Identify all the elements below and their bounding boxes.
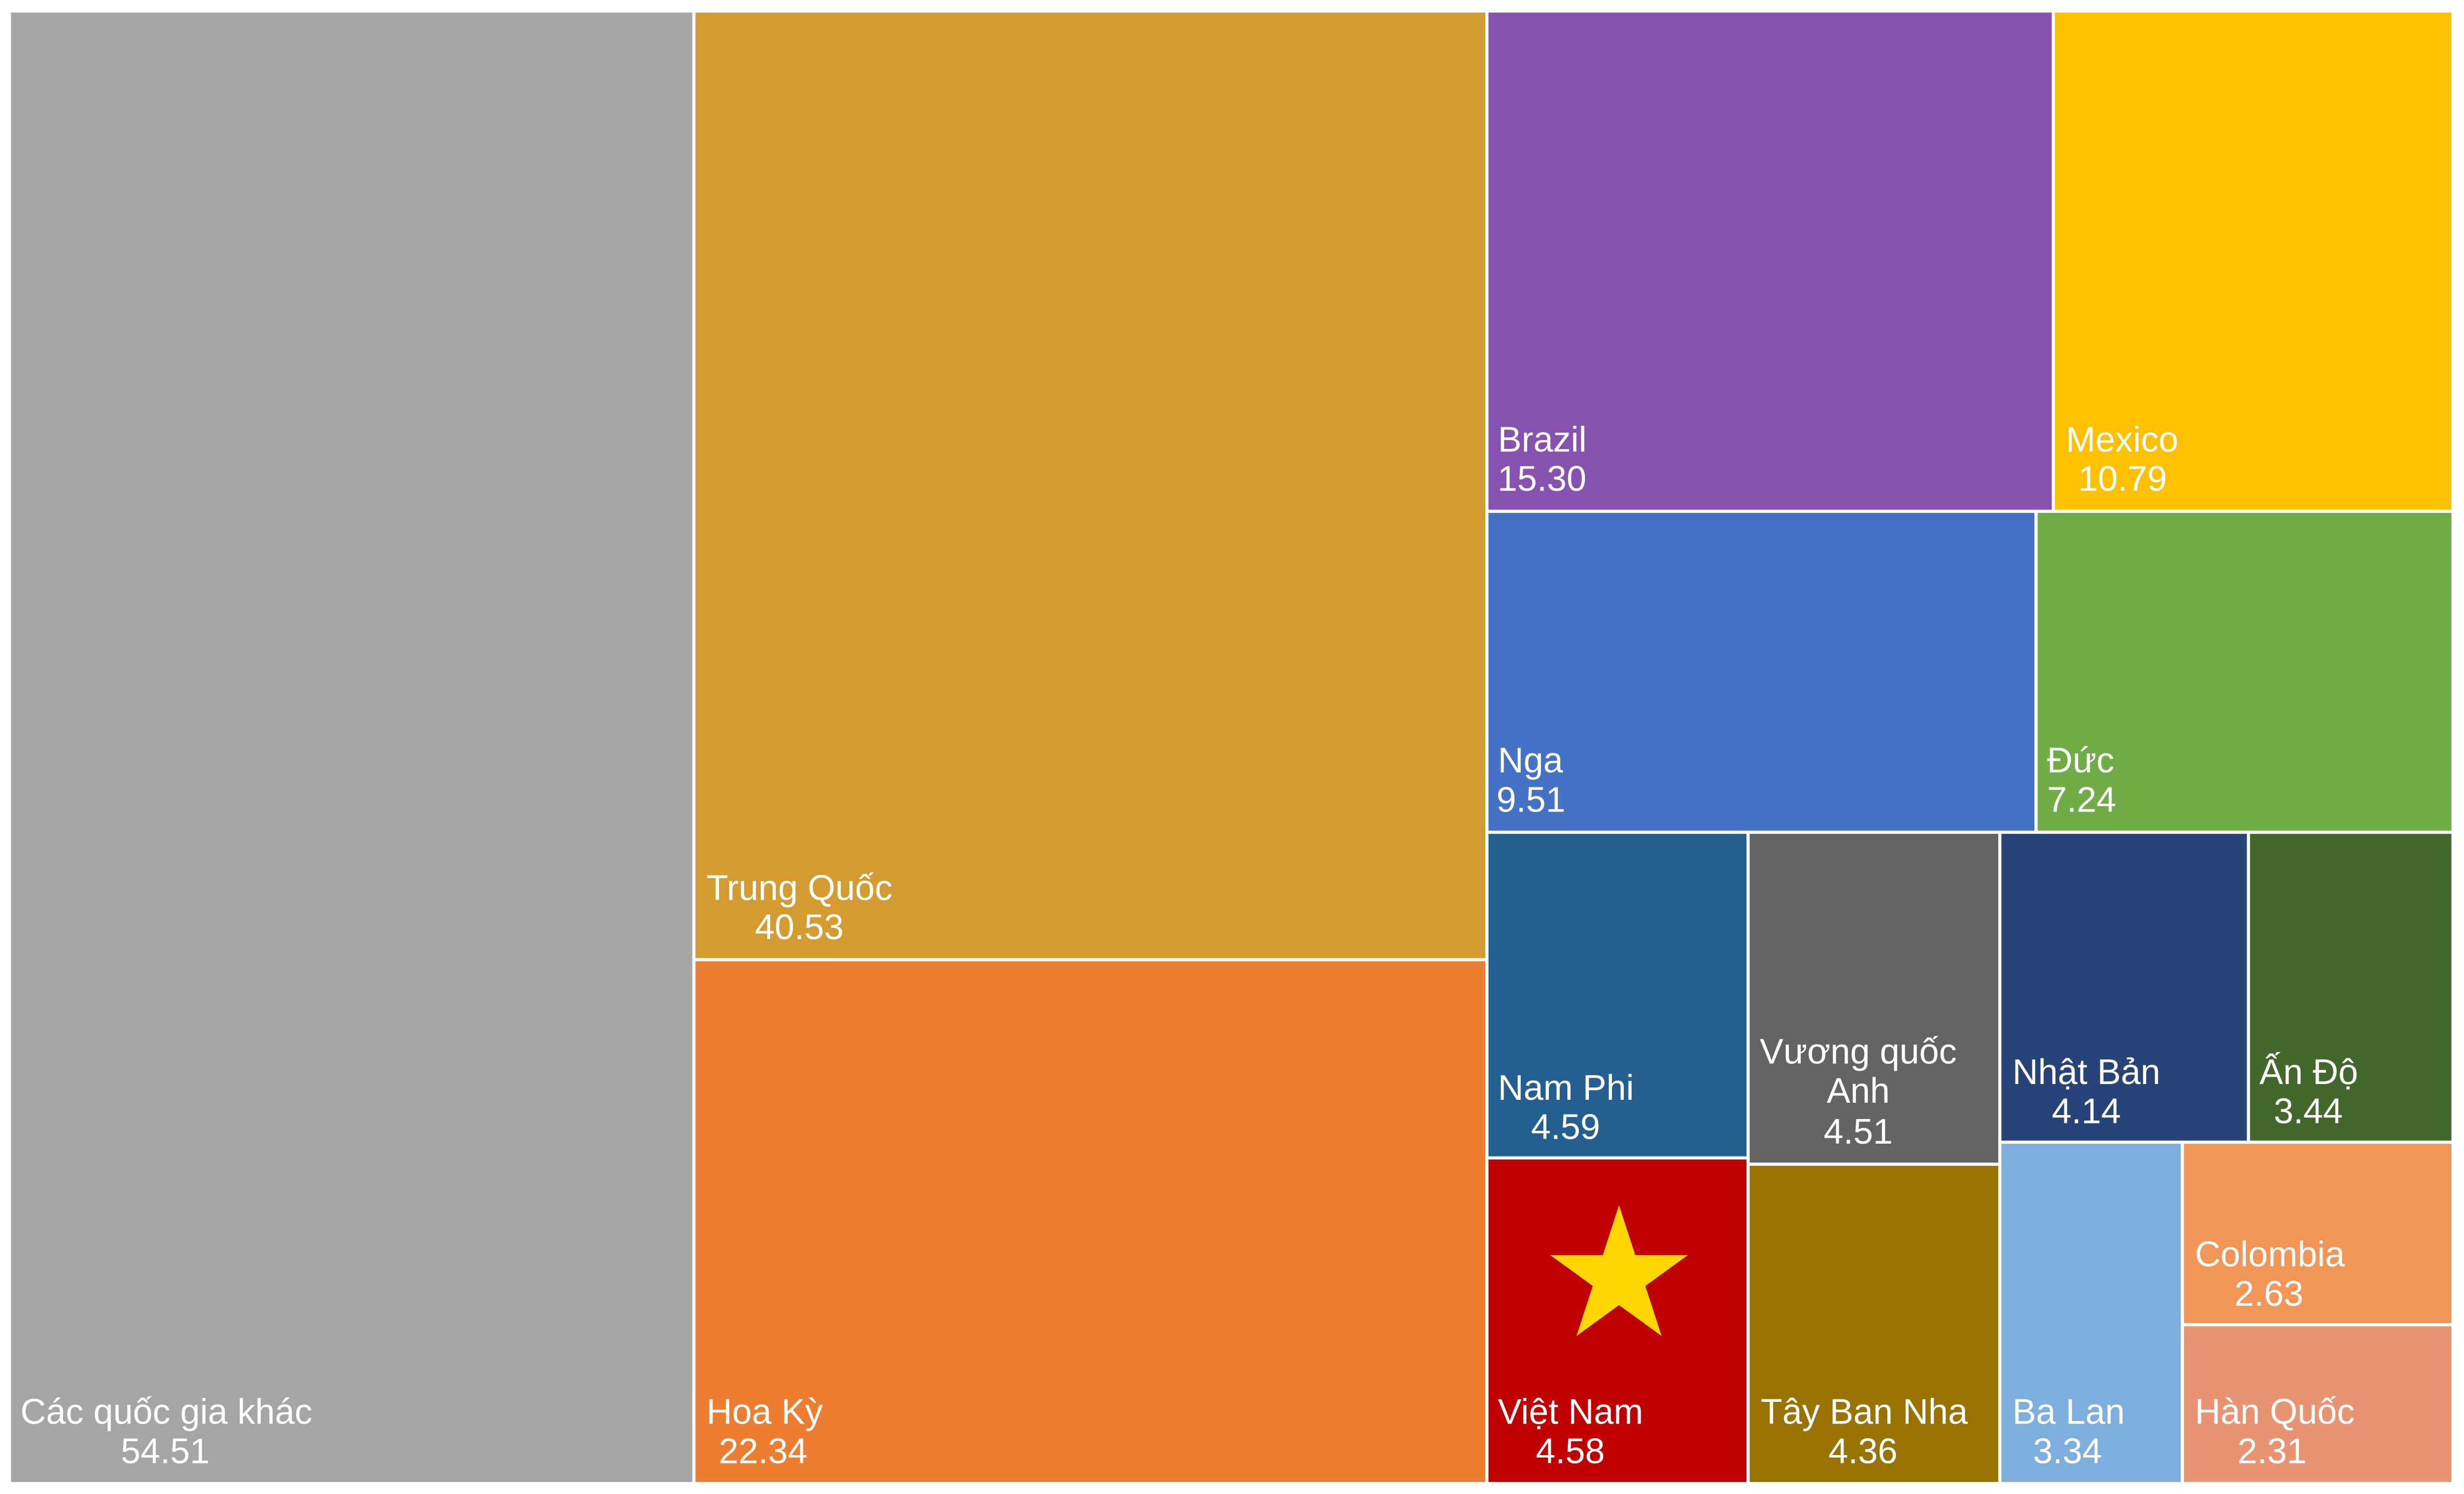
tile-value-label: 10.79 xyxy=(2078,459,2167,499)
tile-value-label: 2.63 xyxy=(2234,1274,2303,1314)
tile-name-label: Hàn Quốc xyxy=(2195,1392,2355,1432)
tile-name-label: Brazil xyxy=(1498,420,1587,459)
tile-name-label: Việt Nam xyxy=(1498,1392,1643,1432)
tile-name-label: Ba Lan xyxy=(2013,1392,2125,1432)
tile-value-label: 4.51 xyxy=(1824,1112,1893,1152)
tile-rect xyxy=(2250,834,2452,1141)
tile-name-label: Hoa Kỳ xyxy=(707,1392,823,1432)
tile-value-label: 2.31 xyxy=(2237,1431,2306,1471)
tile-name-label: Nga xyxy=(1498,741,1564,781)
tile-value-label: 4.14 xyxy=(2052,1092,2121,1131)
tile-rect xyxy=(695,961,1486,1482)
tile-name-label: Vương quốc xyxy=(1760,1032,1957,1071)
tile-value-label: 22.34 xyxy=(719,1431,807,1471)
tile-name-label: Trung Quốc xyxy=(707,868,893,908)
tile-name-label: Colombia xyxy=(2195,1235,2345,1274)
tile-value-label: 4.58 xyxy=(1536,1431,1605,1471)
tile-rect xyxy=(2184,1144,2452,1324)
tile-name-label: Các quốc gia khác xyxy=(21,1392,312,1432)
tile-rect xyxy=(1749,834,1998,1163)
tile-rect xyxy=(2001,1144,2181,1482)
tile-value-label: 40.53 xyxy=(755,908,844,947)
tile-value-label: 15.30 xyxy=(1498,459,1586,499)
tile-rect xyxy=(1488,512,2035,831)
tile-value-label: 9.51 xyxy=(1497,781,1566,820)
tile-name-label: Nam Phi xyxy=(1498,1068,1634,1108)
tile-value-label: 7.24 xyxy=(2047,781,2116,820)
tile-name-label: Đức xyxy=(2047,741,2114,781)
tile-value-label: 4.59 xyxy=(1531,1108,1600,1147)
tile-rect xyxy=(1488,12,2052,510)
star-icon xyxy=(1550,1205,1688,1336)
tile-value-label: 3.34 xyxy=(2033,1431,2102,1471)
tile-rect xyxy=(2001,834,2247,1141)
tile-rect xyxy=(1488,834,1747,1156)
tile-rect xyxy=(2054,12,2452,510)
tile-value-label: 4.36 xyxy=(1828,1431,1897,1471)
tile-name-label: Anh xyxy=(1827,1071,1890,1111)
tile-rect xyxy=(1749,1165,1998,1482)
tile-value-label: 3.44 xyxy=(2274,1092,2343,1131)
tile-rect xyxy=(2037,512,2452,831)
tile-name-label: Ấn Độ xyxy=(2259,1052,2358,1092)
tile-rect xyxy=(1488,1159,1747,1482)
tile-name-label: Nhật Bản xyxy=(2013,1053,2160,1092)
tile-value-label: 54.51 xyxy=(121,1431,209,1471)
tile-name-label: Mexico xyxy=(2066,420,2178,459)
tile-name-label: Tây Ban Nha xyxy=(1761,1392,1968,1432)
tile-rect xyxy=(2184,1326,2452,1482)
treemap-tile-an-do: Ấn Độ3.44 xyxy=(2250,834,2452,1141)
tile-rect xyxy=(11,12,692,1482)
tile-rect xyxy=(695,12,1486,958)
